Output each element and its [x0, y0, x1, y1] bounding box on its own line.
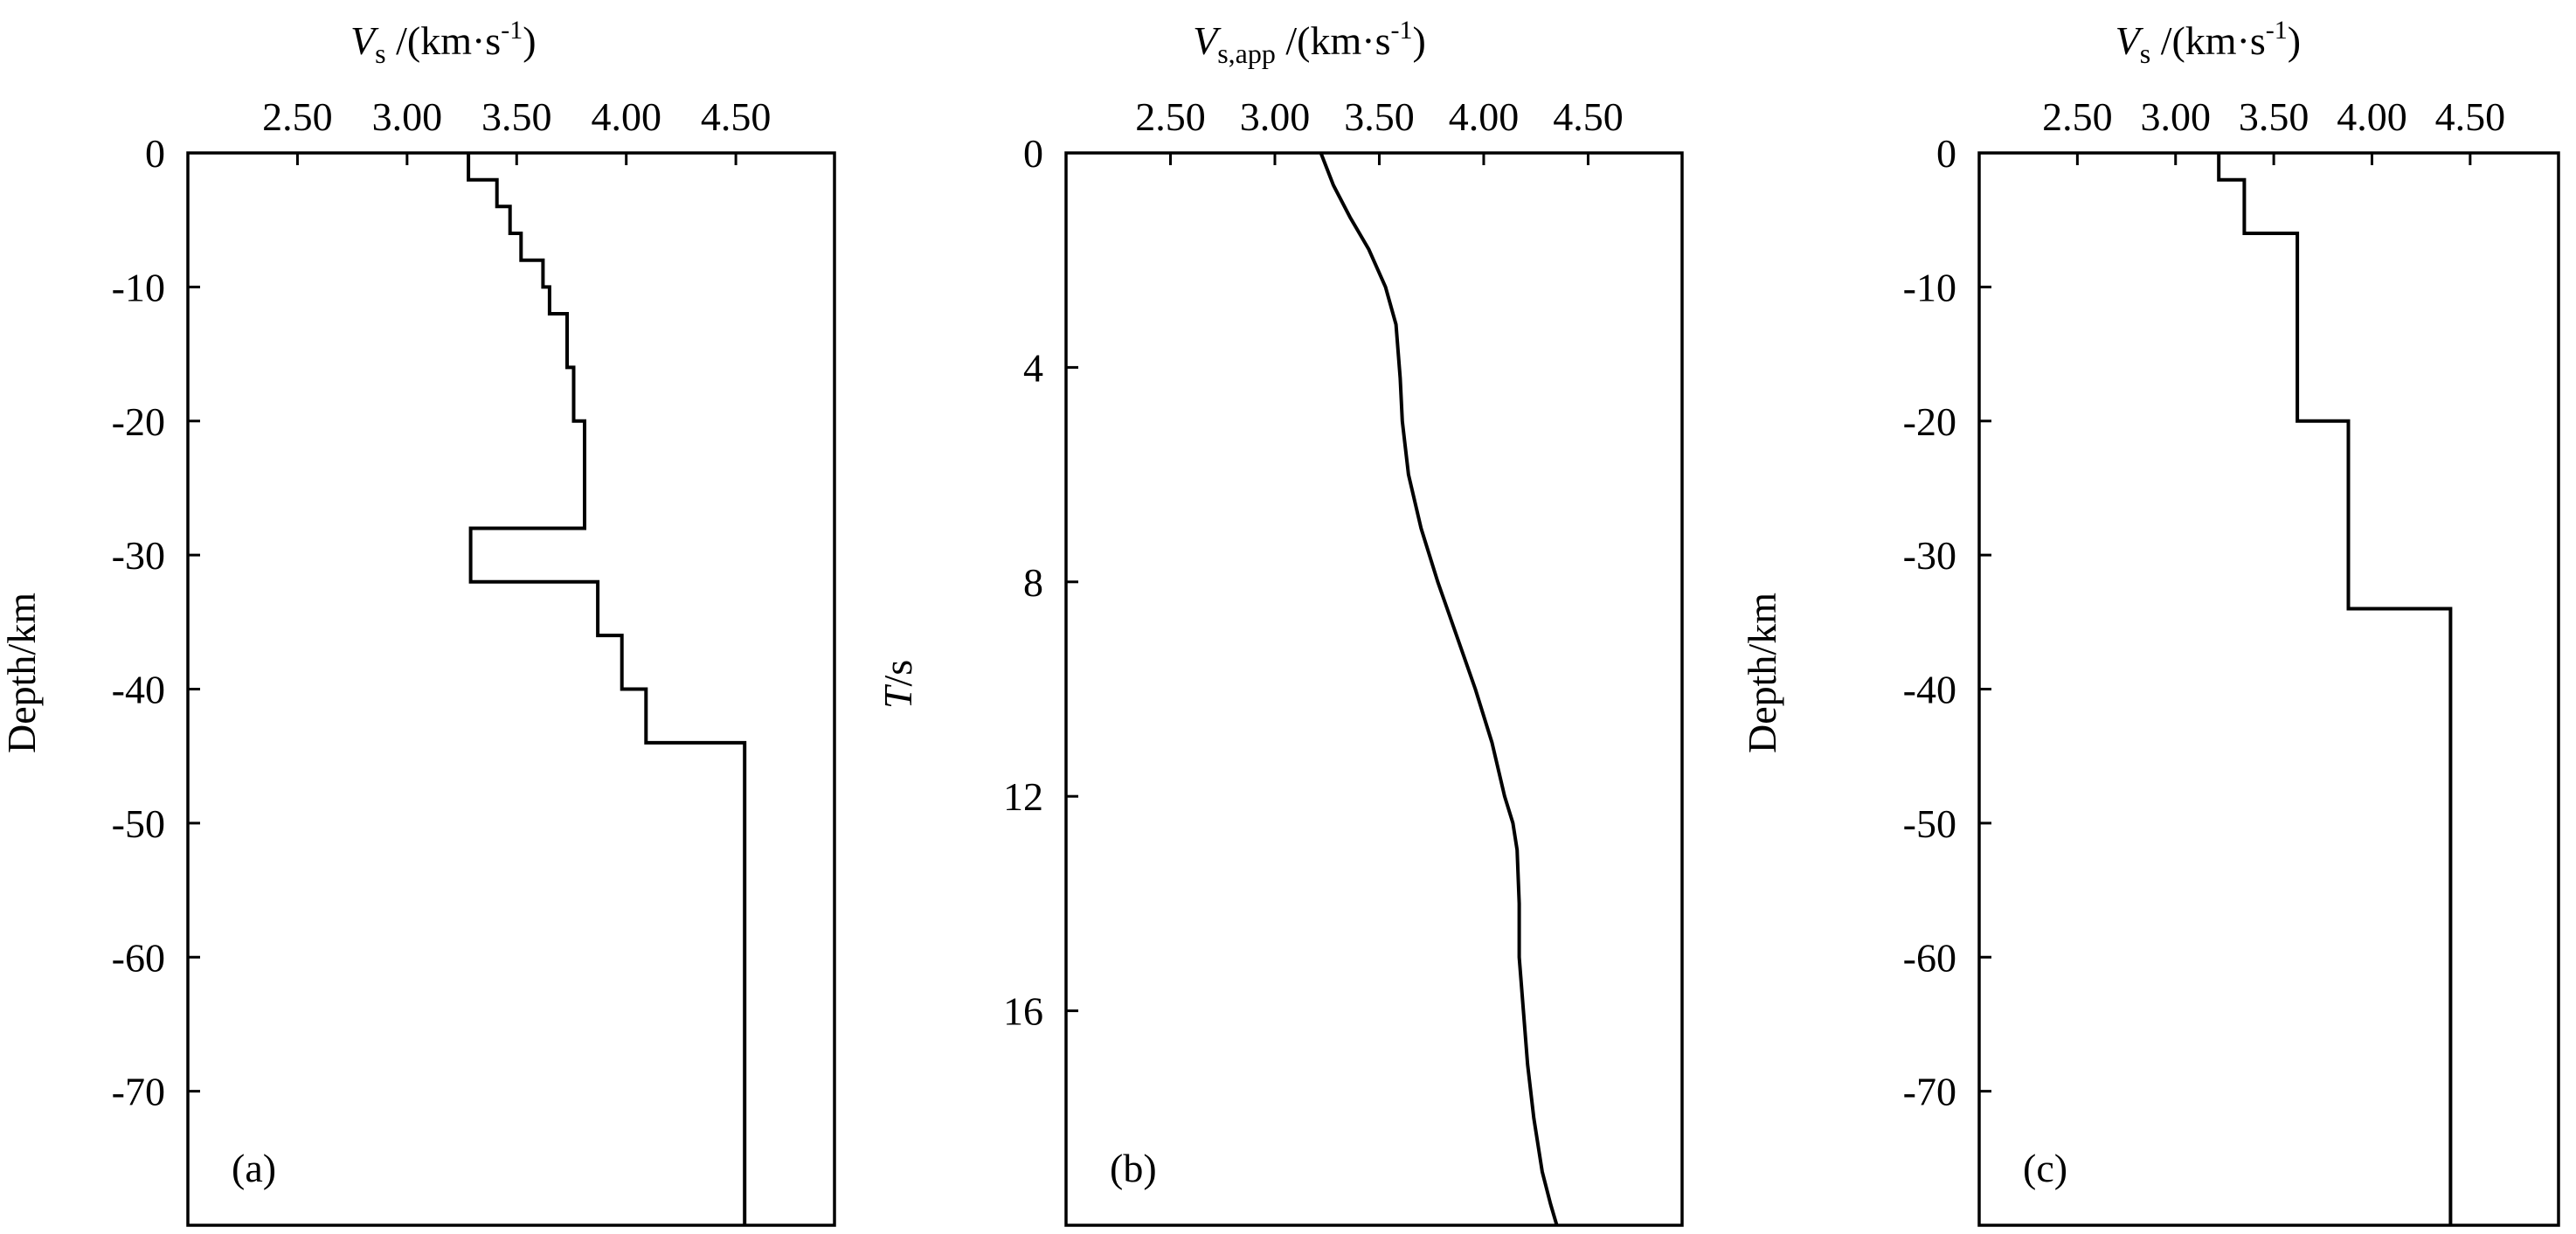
- panel-c: 2.50 3.00 3.50 4.00 4.50 0 -10 -20 -30 -40 -50 -60 -…: [1740, 16, 2560, 1227]
- plot-frame: [1977, 151, 2560, 1227]
- panel-label: (a): [232, 1146, 276, 1190]
- y-tick-label: -50: [1903, 801, 1956, 846]
- x-tick-label: 4.00: [591, 94, 661, 139]
- plot-frame: [1064, 151, 1684, 1227]
- x-tick-label: 3.00: [1240, 94, 1311, 139]
- y-tick-label: -50: [112, 801, 165, 846]
- y-tick-label: 0: [1023, 131, 1043, 176]
- panel-b: 2.50 3.00 3.50 4.00 4.50 0 4 8 12 16 Vs,app /(km·s…: [876, 16, 1684, 1227]
- y-axis-title: Depth/km: [0, 593, 44, 753]
- y-axis-title: Depth/km: [1740, 593, 1784, 753]
- x-tick-label: 3.50: [1344, 94, 1415, 139]
- x-tick-label: 4.50: [701, 94, 772, 139]
- x-tick-label: 2.50: [262, 94, 333, 139]
- x-axis-title: Vs,app /(km·s-1): [1193, 16, 1426, 69]
- y-tick-label: -60: [1903, 935, 1956, 980]
- velocity-profile-line: [2217, 153, 2453, 1225]
- y-tick-label: 4: [1023, 345, 1043, 390]
- y-tick-label: -60: [112, 935, 165, 980]
- y-tick-label: -30: [1903, 533, 1956, 578]
- x-tick-label: 4.00: [1449, 94, 1520, 139]
- y-tick-label: -70: [112, 1070, 165, 1114]
- x-tick-label: 2.50: [2042, 94, 2113, 139]
- plot-frame: [186, 151, 836, 1227]
- panel-label: (c): [2023, 1146, 2067, 1190]
- x-tick-label: 4.00: [2337, 94, 2407, 139]
- y-tick-label: -20: [112, 399, 165, 444]
- y-tick-label: -40: [1903, 668, 1956, 712]
- x-tick-label: 2.50: [1135, 94, 1206, 139]
- panel-label: (b): [1110, 1146, 1157, 1190]
- x-tick-label: 3.50: [2239, 94, 2309, 139]
- apparent-velocity-curve: [1319, 152, 1559, 1226]
- x-tick-label: 3.00: [2140, 94, 2211, 139]
- y-tick-label: -10: [112, 265, 165, 309]
- y-tick-label: 12: [1003, 774, 1043, 819]
- y-tick-label: -20: [1903, 399, 1956, 444]
- x-tick-label: 4.50: [2435, 94, 2506, 139]
- panel-a: 2.50 3.00 3.50 4.00 4.50 0 -10 -20 -30 -40 -50 -60 -…: [0, 16, 836, 1227]
- y-axis-title: T/s: [876, 660, 920, 709]
- x-tick-label: 3.50: [481, 94, 552, 139]
- y-tick-label: 8: [1023, 560, 1043, 605]
- y-tick-label: 16: [1003, 989, 1043, 1034]
- x-axis-title: Vs /(km·s-1): [2116, 16, 2302, 69]
- x-axis-title: Vs /(km·s-1): [350, 16, 537, 69]
- y-tick-label: -30: [112, 533, 165, 578]
- y-tick-label: 0: [145, 131, 165, 176]
- x-tick-label: 3.00: [372, 94, 443, 139]
- y-tick-label: -10: [1903, 265, 1956, 309]
- x-tick-label: 4.50: [1553, 94, 1624, 139]
- y-tick-label: -40: [112, 668, 165, 712]
- velocity-profile-line: [467, 153, 747, 1225]
- y-tick-label: 0: [1936, 131, 1956, 176]
- y-tick-label: -70: [1903, 1070, 1956, 1114]
